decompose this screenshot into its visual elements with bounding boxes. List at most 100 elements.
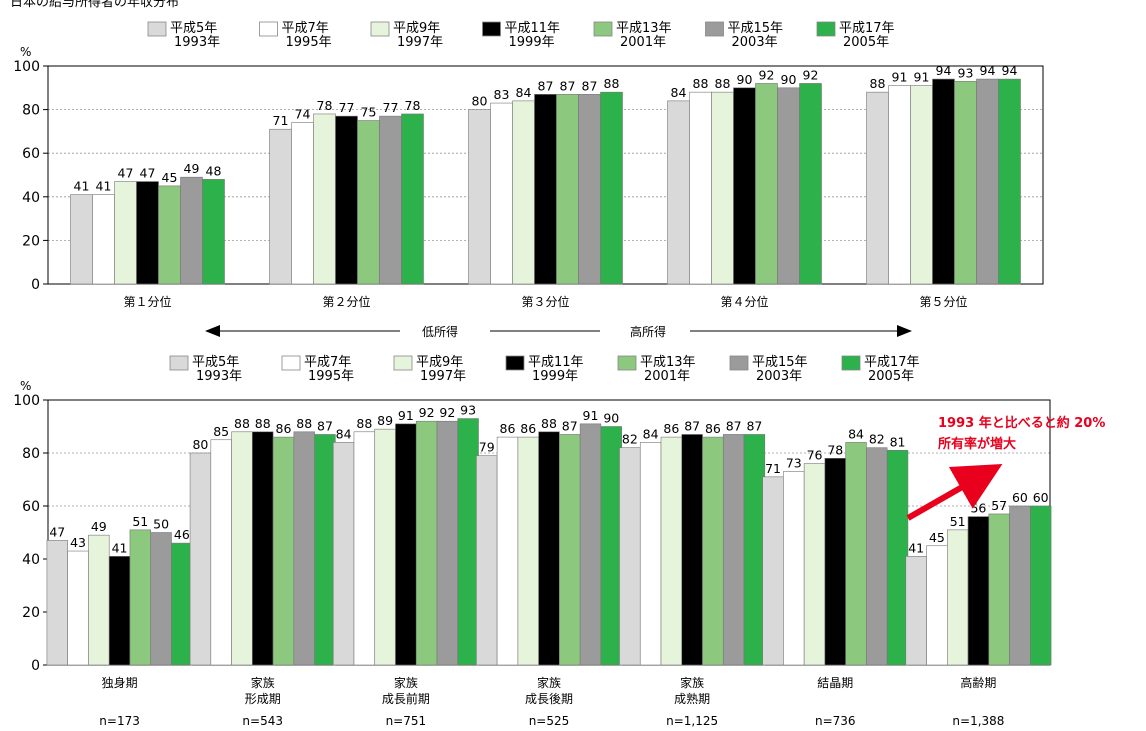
bar-0-0 — [46, 540, 68, 666]
data-label-5-6: 81 — [890, 434, 906, 449]
legend-swatch-2 — [393, 355, 413, 371]
chart-income-quintile: % 0 20 40 60 80 100 41 41 47 47 45 49 48 第１分位 71 74 78 77 7… — [13, 45, 1044, 309]
data-label-3-0: 84 — [671, 85, 687, 100]
legend-swatch-2 — [370, 21, 390, 37]
bar-1-6 — [314, 434, 336, 666]
legend-year-5: 2003年 — [756, 369, 802, 384]
data-label-6-4: 57 — [991, 498, 1007, 513]
bar-4-4 — [954, 80, 977, 285]
category-n-label-4: n=1,125 — [666, 714, 718, 728]
legend-era-1: 平成7年 — [304, 355, 351, 370]
category-n-label-0: n=173 — [99, 714, 140, 728]
bar-1-5 — [379, 115, 402, 285]
bar-1-3 — [252, 431, 274, 666]
bar-0-3 — [136, 181, 159, 285]
bar-3-2 — [517, 436, 539, 666]
data-label-2-2: 89 — [377, 413, 393, 428]
bar-1-0 — [189, 452, 212, 666]
bar-3-5 — [579, 423, 602, 666]
bar-3-5 — [777, 87, 800, 285]
bar-1-1 — [291, 122, 314, 285]
legend-year-6: 2005年 — [843, 35, 889, 50]
bar-0-1 — [92, 194, 115, 285]
bar-1-2 — [313, 113, 336, 285]
data-label-0-6: 46 — [174, 527, 190, 542]
data-label-4-2: 86 — [663, 421, 679, 436]
y-tick-label-100: 100 — [13, 59, 40, 75]
category-label-1: 第２分位 — [322, 294, 370, 309]
legend-year-4: 2001年 — [644, 369, 690, 384]
data-label-0-4: 51 — [132, 514, 148, 529]
data-label-0-2: 49 — [91, 519, 107, 534]
data-label-1-0: 80 — [192, 437, 208, 452]
bar-0-1 — [67, 550, 89, 666]
data-label-0-3: 47 — [140, 166, 156, 181]
data-label-3-6: 92 — [803, 67, 819, 82]
data-label-3-5: 91 — [583, 408, 599, 423]
data-label-6-1: 45 — [929, 530, 945, 545]
bar-3-3 — [538, 431, 560, 666]
bar-6-3 — [967, 516, 990, 666]
bar-1-0 — [269, 128, 292, 285]
data-label-4-5: 87 — [726, 418, 742, 433]
bar-4-5 — [722, 434, 745, 666]
category-n-label-3: n=525 — [529, 714, 570, 728]
bar-2-3 — [534, 94, 557, 285]
data-label-6-2: 51 — [950, 514, 966, 529]
data-label-0-6: 48 — [206, 163, 222, 178]
data-label-0-0: 47 — [49, 524, 65, 539]
data-label-0-1: 43 — [70, 535, 86, 550]
data-label-4-4: 93 — [958, 65, 974, 80]
bar-5-2 — [803, 463, 826, 666]
y-tick-label-80: 80 — [22, 446, 40, 462]
bar-3-6 — [799, 83, 822, 285]
bar-0-5 — [180, 176, 203, 285]
bar-2-5 — [578, 94, 601, 285]
category-n-label-2: n=751 — [386, 714, 427, 728]
data-label-3-1: 88 — [693, 76, 709, 91]
data-label-4-3: 87 — [684, 418, 700, 433]
bar-6-6 — [1030, 505, 1052, 666]
bar-3-4 — [559, 434, 581, 666]
category-n-label-5: n=736 — [815, 714, 856, 728]
bar-1-4 — [272, 436, 295, 666]
legend-swatch-3 — [505, 355, 525, 371]
y-tick-label-100: 100 — [13, 393, 40, 409]
data-label-3-6: 90 — [603, 411, 619, 426]
bar-1-4 — [357, 120, 380, 285]
bar-0-4 — [158, 185, 181, 285]
data-label-0-5: 50 — [153, 517, 169, 532]
legend-era-0: 平成5年 — [192, 355, 239, 370]
data-label-5-4: 84 — [848, 426, 864, 441]
legend-year-4: 2001年 — [620, 35, 666, 50]
data-label-2-1: 88 — [356, 416, 372, 431]
data-label-3-2: 86 — [520, 421, 536, 436]
bar-0-3 — [108, 556, 131, 666]
red-arrow-icon — [906, 464, 1003, 521]
bar-2-4 — [415, 420, 438, 666]
data-label-1-2: 88 — [234, 416, 250, 431]
bar-6-0 — [905, 556, 927, 666]
bar-5-0 — [762, 476, 784, 666]
bar-2-4 — [556, 94, 579, 285]
y-tick-label-80: 80 — [22, 103, 40, 119]
bar-4-2 — [660, 436, 683, 666]
data-label-2-4: 92 — [419, 405, 435, 420]
category-n-label-1: n=543 — [242, 714, 283, 728]
bar-1-5 — [293, 431, 315, 666]
data-label-6-6: 60 — [1033, 490, 1049, 505]
legend-swatch-6 — [816, 21, 836, 37]
category-label-1: 家族 — [251, 675, 275, 690]
legend-era-5: 平成15年 — [752, 355, 808, 370]
bar-0-4 — [129, 529, 152, 666]
bar-2-1 — [490, 102, 513, 285]
legend-year-1: 1995年 — [308, 369, 354, 384]
data-label-2-3: 91 — [398, 408, 414, 423]
data-label-1-5: 88 — [296, 416, 312, 431]
legend-swatch-5 — [729, 355, 749, 371]
data-label-5-0: 71 — [765, 461, 781, 476]
legend-era-3: 平成11年 — [528, 355, 584, 370]
